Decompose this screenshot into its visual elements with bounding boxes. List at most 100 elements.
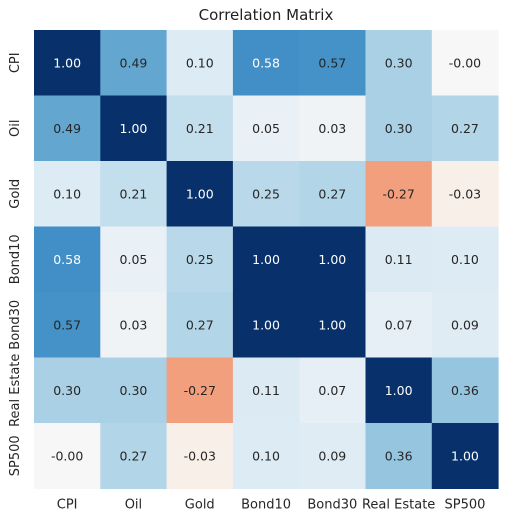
cell-label-4-1: 0.03	[120, 317, 148, 332]
heatmap-cell-5-6	[431, 357, 499, 424]
y-tick-label: SP500	[8, 435, 23, 476]
cell-label-3-5: 0.11	[385, 252, 413, 267]
y-tick-label: Bond10	[8, 234, 23, 284]
heatmap-cell-5-1	[100, 357, 168, 424]
cell-label-2-3: 0.25	[252, 186, 280, 201]
heatmap-cell-3-3	[232, 226, 300, 293]
heatmap-cell-5-4	[299, 357, 366, 424]
cell-label-6-3: 0.10	[252, 448, 280, 463]
heatmap-cell-4-4	[299, 292, 366, 358]
cell-label-5-1: 0.30	[120, 383, 148, 398]
cell-label-2-6: -0.03	[449, 186, 481, 201]
cell-label-6-0: -0.00	[51, 448, 83, 463]
heatmap-cell-3-5	[365, 226, 433, 293]
cell-label-1-3: 0.05	[252, 121, 280, 136]
heatmap-cell-3-4	[299, 226, 366, 293]
heatmap-cell-6-6	[431, 423, 499, 489]
heatmap-cell-0-0	[34, 30, 101, 96]
cell-label-0-1: 0.49	[120, 55, 148, 70]
cell-label-1-4: 0.03	[318, 121, 346, 136]
heatmap-cell-6-2	[166, 423, 234, 489]
x-tick-label: Oil	[125, 498, 142, 513]
heatmap-cell-1-4	[299, 95, 366, 162]
cell-label-0-0: 1.00	[53, 55, 81, 70]
heatmap-cell-5-0	[34, 357, 101, 424]
cell-label-3-2: 0.25	[186, 252, 214, 267]
cell-label-4-3: 1.00	[252, 317, 280, 332]
cell-label-0-2: 0.10	[186, 55, 214, 70]
heatmap-cell-0-3	[232, 30, 300, 96]
x-tick-label: Bond30	[307, 498, 357, 513]
heatmap-cell-6-4	[299, 423, 366, 489]
cell-label-0-3: 0.58	[252, 55, 280, 70]
cell-label-4-5: 0.07	[385, 317, 413, 332]
cell-label-4-0: 0.57	[53, 317, 81, 332]
cell-label-3-4: 1.00	[318, 252, 346, 267]
heatmap-cell-6-0	[34, 423, 101, 489]
heatmap-cell-5-3	[232, 357, 300, 424]
heatmap-cell-1-2	[166, 95, 234, 162]
cell-label-1-6: 0.27	[451, 121, 479, 136]
cell-label-5-4: 0.07	[318, 383, 346, 398]
y-tick-label: Oil	[8, 120, 23, 137]
cell-label-4-6: 0.09	[451, 317, 479, 332]
y-tick-labels: CPI Oil Gold Bond10 Bond30 Real Estate SP500	[8, 52, 23, 476]
heatmap-cell-3-1	[100, 226, 168, 293]
heatmap-cell-4-5	[365, 292, 433, 358]
heatmap-cell-4-0	[34, 292, 101, 358]
cell-label-4-4: 1.00	[318, 317, 346, 332]
cell-label-6-2: -0.03	[184, 448, 216, 463]
heatmap-cell-4-2	[166, 292, 234, 358]
heatmap-cell-6-5	[365, 423, 433, 489]
cell-label-2-2: 1.00	[186, 186, 214, 201]
heatmap-cell-1-3	[232, 95, 300, 162]
y-tick-label: Gold	[8, 179, 23, 209]
cell-label-1-1: 1.00	[120, 121, 148, 136]
heatmap-cell-0-5	[365, 30, 433, 96]
heatmap-cell-2-2	[166, 161, 234, 227]
x-tick-label: Real Estate	[362, 498, 435, 513]
heatmap-cell-5-2	[166, 357, 234, 424]
x-tick-label: Bond10	[241, 498, 291, 513]
cell-label-0-4: 0.57	[318, 55, 346, 70]
heatmap-cell-2-0	[34, 161, 101, 227]
cells-layer	[34, 30, 499, 489]
cell-label-6-1: 0.27	[120, 448, 148, 463]
cell-label-5-5: 1.00	[385, 383, 413, 398]
heatmap-cell-2-1	[100, 161, 168, 227]
heatmap-cell-0-6	[431, 30, 499, 96]
cell-label-6-4: 0.09	[318, 448, 346, 463]
cell-label-5-6: 0.36	[451, 383, 479, 398]
x-tick-labels: CPI Oil Gold Bond10 Bond30 Real Estate SP500	[57, 498, 486, 513]
heatmap-cell-5-5	[365, 357, 433, 424]
heatmap-cell-1-6	[431, 95, 499, 162]
heatmap-cell-0-2	[166, 30, 234, 96]
heatmap-cell-1-5	[365, 95, 433, 162]
heatmap-cell-1-0	[34, 95, 101, 162]
cell-label-5-3: 0.11	[252, 383, 280, 398]
cell-label-6-5: 0.36	[385, 448, 413, 463]
y-tick-label: Bond30	[8, 300, 23, 350]
heatmap-cell-0-4	[299, 30, 366, 96]
cell-labels-layer: 1.00 0.49 0.10 0.58 0.57 0.30 -0.00 0.49 1.00 0.2…	[51, 55, 481, 463]
cell-label-1-2: 0.21	[186, 121, 214, 136]
y-tick-label: Real Estate	[8, 354, 23, 427]
heatmap-cell-6-1	[100, 423, 168, 489]
cell-label-0-6: -0.00	[449, 55, 481, 70]
cell-label-5-0: 0.30	[53, 383, 81, 398]
y-tick-label: CPI	[8, 52, 23, 73]
heatmap-cell-3-6	[431, 226, 499, 293]
cell-label-2-1: 0.21	[120, 186, 148, 201]
chart-title: Correlation Matrix	[198, 6, 334, 24]
heatmap-cell-6-3	[232, 423, 300, 489]
heatmap-cell-2-6	[431, 161, 499, 227]
cell-label-3-0: 0.58	[53, 252, 81, 267]
heatmap-cell-1-1	[100, 95, 168, 162]
heatmap-cell-4-1	[100, 292, 168, 358]
heatmap-cell-4-6	[431, 292, 499, 358]
cell-label-2-0: 0.10	[53, 186, 81, 201]
cell-label-3-1: 0.05	[120, 252, 148, 267]
cell-label-2-5: -0.27	[382, 186, 414, 201]
